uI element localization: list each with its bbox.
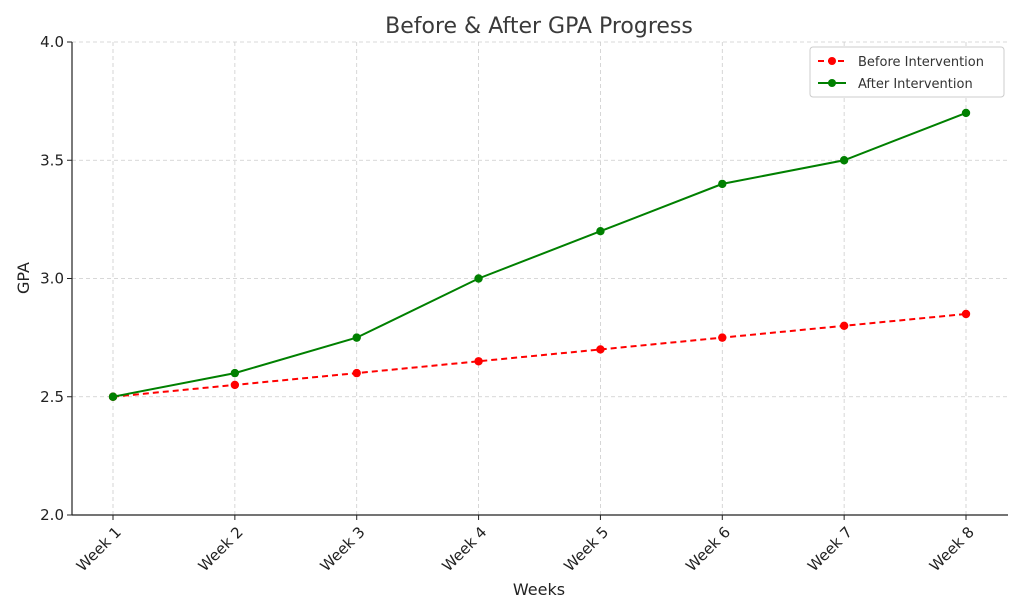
x-tick-label: Week 1 [73,523,125,575]
y-tick-label: 4.0 [40,33,64,51]
after-intervention-point [474,274,483,283]
legend-label-after-intervention: After Intervention [858,77,973,92]
before-intervention-point [839,321,849,330]
x-tick-label: Week 4 [438,523,490,575]
legend-box [809,46,1005,98]
after-intervention-point [352,333,361,342]
legend-label-before-intervention: Before Intervention [858,55,984,70]
x-tick-label: Week 5 [560,523,612,575]
chart-title: Before & After GPA Progress [385,14,693,39]
after-intervention-point [230,368,240,378]
after-intervention-point [596,227,605,236]
legend-marker-after-intervention [828,79,836,87]
y-tick-label: 2.5 [40,388,64,406]
legend-marker-before-intervention [828,57,836,65]
before-intervention-point [230,380,240,390]
y-tick-label: 3.0 [40,270,64,288]
before-intervention-point [718,333,727,342]
after-intervention-point [839,156,849,165]
before-intervention-point [961,309,971,319]
x-axis-label: Weeks [513,580,565,599]
x-tick-label: Week 7 [804,523,856,575]
after-intervention-point [718,179,727,189]
after-intervention-point [961,108,971,118]
after-intervention-line [112,112,967,398]
y-tick-label: 2.0 [40,506,64,524]
before-intervention-point [474,357,483,366]
legend: Before Intervention After Intervention [809,46,1005,98]
y-tick-label: 3.5 [40,151,64,169]
grid-lines [72,41,1008,516]
series-lines [108,108,971,401]
after-intervention-point [108,392,118,401]
x-tick-label: Week 6 [682,523,734,575]
x-tick-label: Week 8 [926,523,978,575]
x-tick-label: Week 3 [317,523,369,575]
axes [67,41,1008,520]
tick-labels: 2.0 2.5 3.0 3.5 4.0 Week 1 Week 2 Week 3 Week 4 W… [40,33,978,575]
before-intervention-point [352,368,361,378]
x-tick-label: Week 2 [195,523,247,575]
y-axis-label: GPA [14,262,33,294]
before-intervention-point [596,345,605,354]
before-intervention-line [112,312,967,398]
